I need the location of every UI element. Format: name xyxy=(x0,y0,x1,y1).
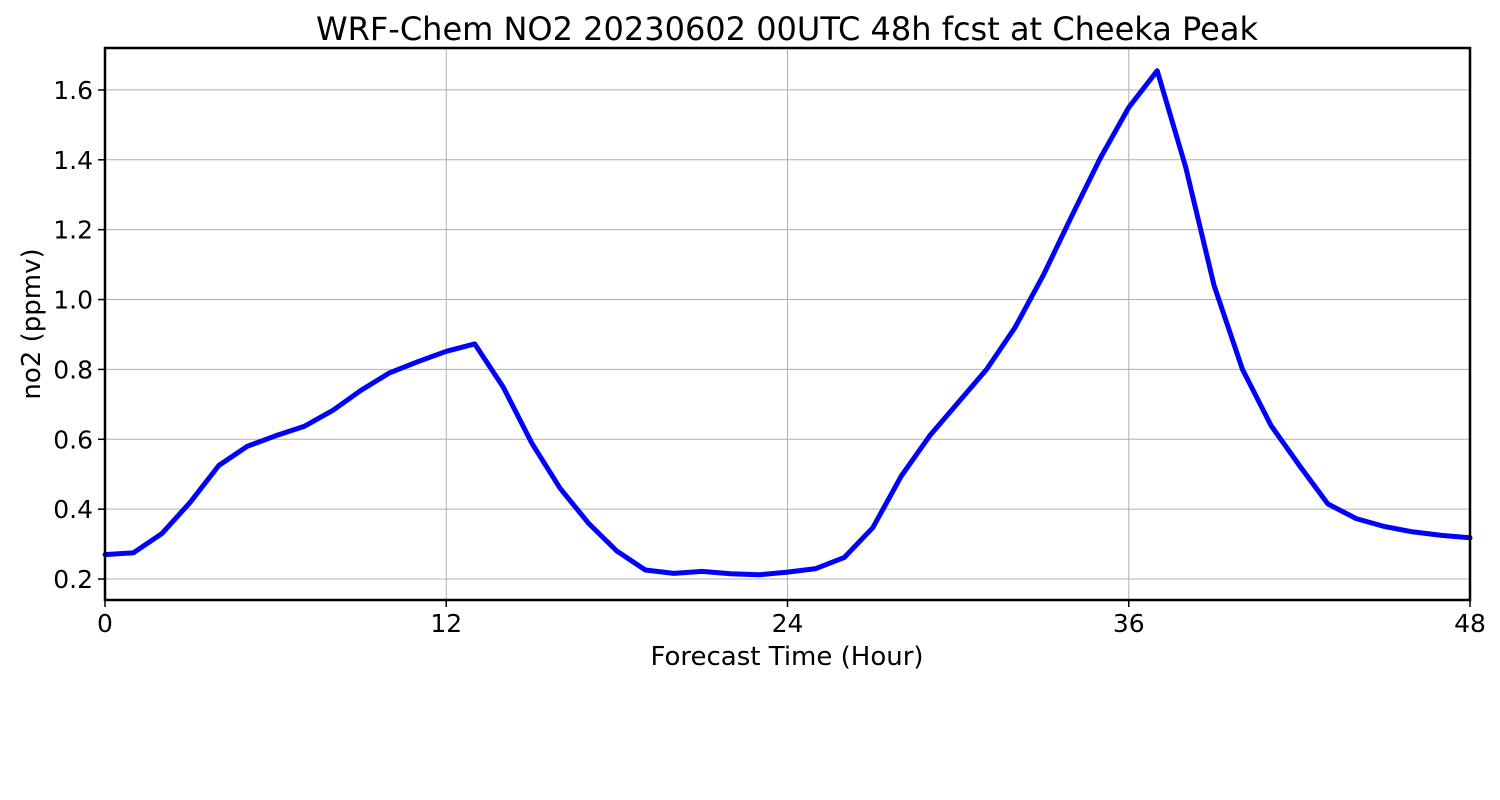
data-lines xyxy=(102,68,1473,578)
y-axis-label: no2 (ppmv) xyxy=(17,248,47,399)
x-tick-label: 48 xyxy=(1454,609,1486,638)
y-tick-label: 1.6 xyxy=(53,76,93,105)
y-tick-label: 1.4 xyxy=(53,146,93,175)
y-tick-label: 0.6 xyxy=(53,425,93,454)
x-axis-label: Forecast Time (Hour) xyxy=(650,642,923,672)
y-tick-label: 0.8 xyxy=(53,355,93,384)
y-tick-label: 0.4 xyxy=(53,495,93,524)
no2-series-line xyxy=(102,68,1473,578)
x-tick-label: 36 xyxy=(1113,609,1145,638)
chart-title: WRF-Chem NO2 20230602 00UTC 48h fcst at … xyxy=(316,10,1258,48)
x-tick-label: 0 xyxy=(97,609,113,638)
y-tick-label: 1.0 xyxy=(53,286,93,315)
y-tick-label: 1.2 xyxy=(53,216,93,245)
y-tick-label: 0.2 xyxy=(53,565,93,594)
x-tick-label: 24 xyxy=(772,609,804,638)
grid-lines xyxy=(104,48,1471,600)
x-tick-label: 12 xyxy=(430,609,462,638)
axis-ticks: 0 12 24 36 48 0.2 0.4 0.6 0.8 1.0 1.2 1.4 1.6 xyxy=(53,76,1486,638)
